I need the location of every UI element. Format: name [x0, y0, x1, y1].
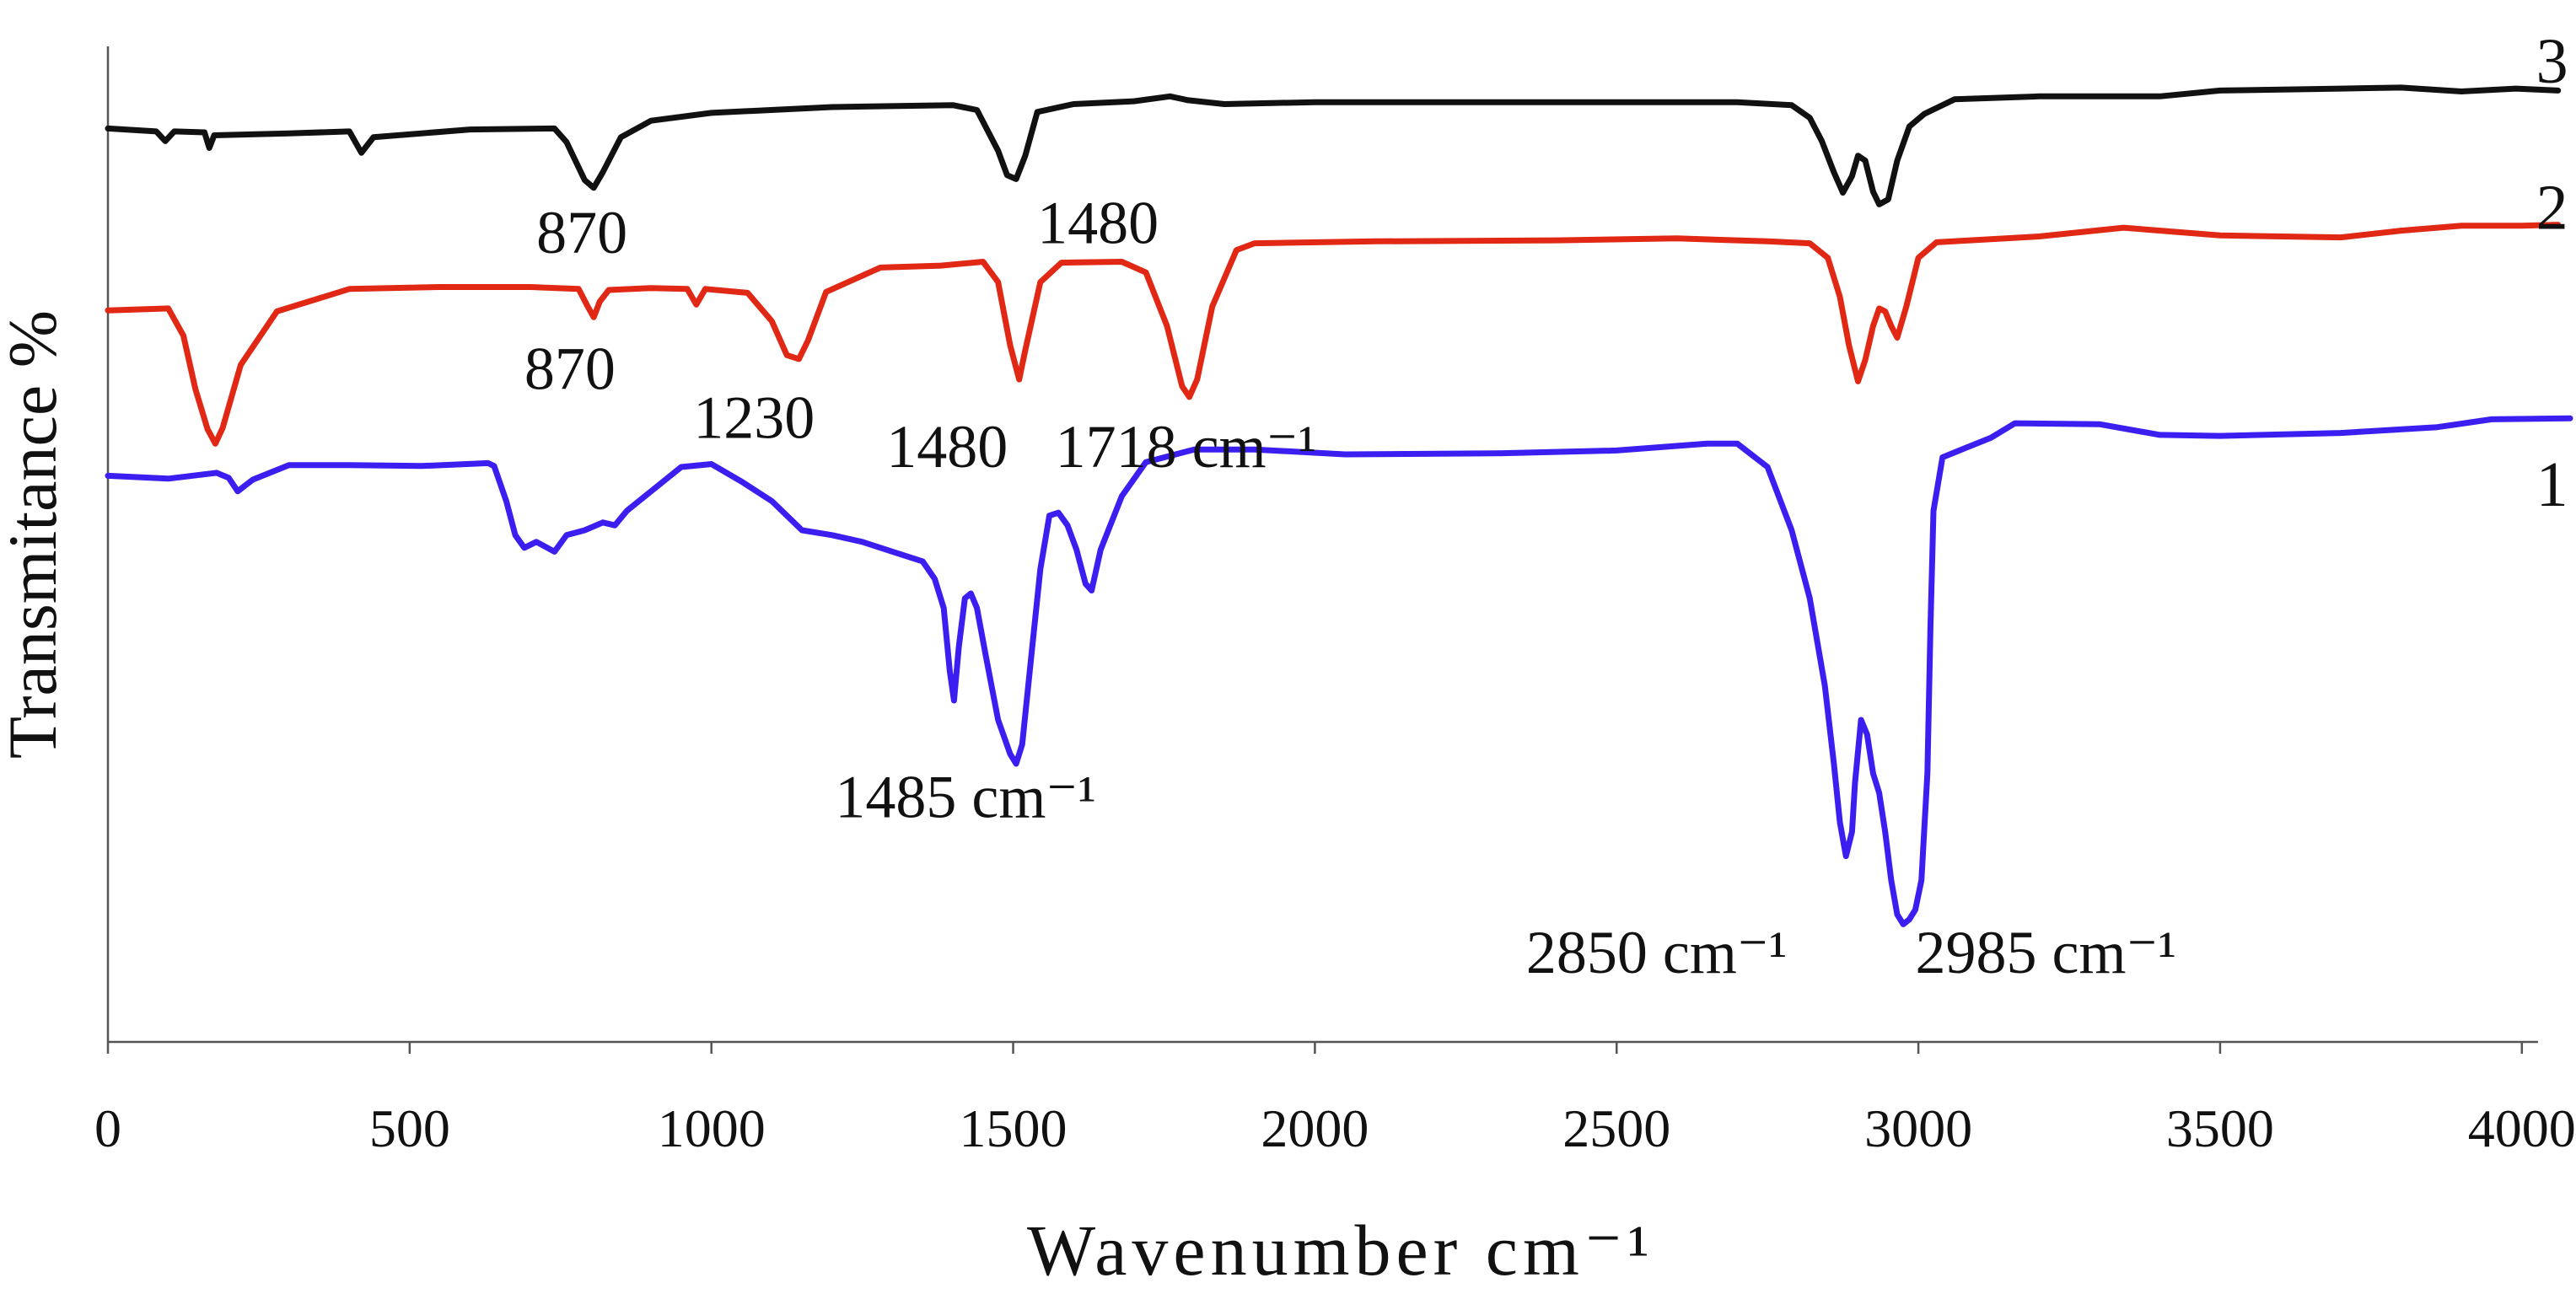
x-tick-label: 3500 [2166, 1098, 2274, 1158]
y-axis-title: Transmitance % [0, 310, 71, 759]
peak-annotation: 870 [524, 336, 616, 403]
x-tick-label: 0 [94, 1098, 121, 1158]
series-layer [105, 84, 2573, 927]
x-axis-title: Wavenumber cm⁻¹ [1027, 1210, 1654, 1291]
series-label-2: 2 [2536, 172, 2568, 243]
peak-annotation: 1485 cm⁻¹ [835, 763, 1096, 830]
series-line-3 [105, 84, 2562, 207]
peak-annotation: 1230 [693, 384, 815, 451]
x-tick-label: 1500 [960, 1098, 1068, 1158]
x-tick-label: 500 [369, 1098, 450, 1158]
x-tick-label: 2000 [1261, 1098, 1369, 1158]
peak-annotation: 2850 cm⁻¹ [1526, 919, 1788, 986]
series-label-layer: 3 2 1 [2536, 26, 2568, 520]
series-line-2 [105, 222, 2562, 447]
annotation-layer: 870 1480 870 1230 1480 1718 cm⁻¹ 1485 cm⁻¹ 2850… [524, 190, 2176, 986]
x-tick-label: 4000 [2468, 1098, 2576, 1158]
peak-annotation: 870 [536, 199, 627, 266]
peak-annotation: 1480 [1037, 190, 1159, 257]
axes [106, 46, 2538, 1044]
series-label-1: 1 [2536, 449, 2568, 520]
peak-annotation: 1480 [886, 413, 1008, 481]
peak-annotation: 2985 cm⁻¹ [1916, 919, 2177, 986]
x-tick-label: 2500 [1562, 1098, 1670, 1158]
x-tick-label: 1000 [658, 1098, 766, 1158]
x-ticks: 0 500 1000 1500 2000 2500 3000 3500 4000 [94, 1042, 2576, 1158]
x-tick-label: 3000 [1864, 1098, 1972, 1158]
series-label-3: 3 [2536, 26, 2568, 97]
series-line-1 [105, 415, 2573, 927]
peak-annotation: 1718 cm⁻¹ [1056, 413, 1317, 481]
